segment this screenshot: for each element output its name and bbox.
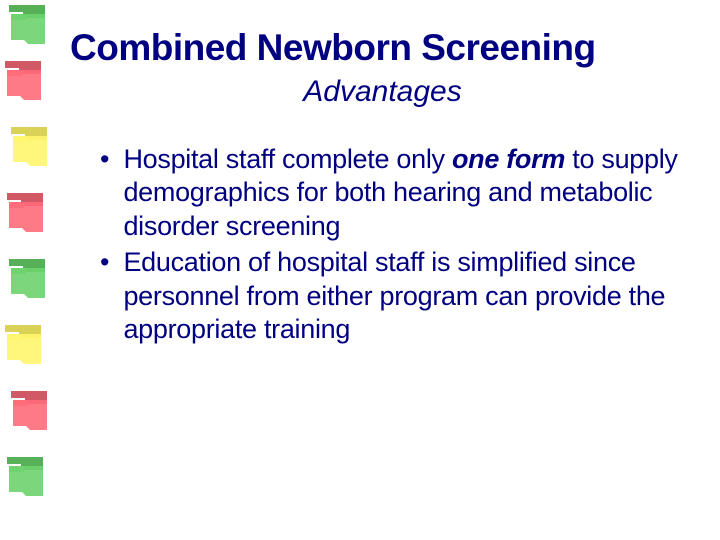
decoration-shape — [10, 126, 48, 168]
bullet-list: • Hospital staff complete only one form … — [70, 143, 695, 348]
decoration-shape — [8, 4, 46, 46]
bullet-item: • Education of hospital staff is simplif… — [100, 246, 695, 347]
bullet-marker: • — [100, 143, 109, 244]
slide-content: Combined Newborn Screening Advantages • … — [70, 28, 695, 349]
decoration-shape — [4, 324, 42, 366]
decoration-shape — [6, 456, 44, 498]
slide-subtitle: Advantages — [70, 75, 695, 109]
bullet-text: Hospital staff complete only one form to… — [123, 143, 695, 244]
decoration-shape — [6, 192, 44, 234]
bullet-text: Education of hospital staff is simplifie… — [123, 246, 695, 347]
decoration-shape — [8, 258, 46, 300]
slide-decorations — [4, 4, 54, 534]
bullet-item: • Hospital staff complete only one form … — [100, 143, 695, 244]
decoration-shape — [10, 390, 48, 432]
bullet-marker: • — [100, 246, 109, 347]
decoration-shape — [4, 60, 42, 102]
slide-title: Combined Newborn Screening — [70, 28, 695, 69]
